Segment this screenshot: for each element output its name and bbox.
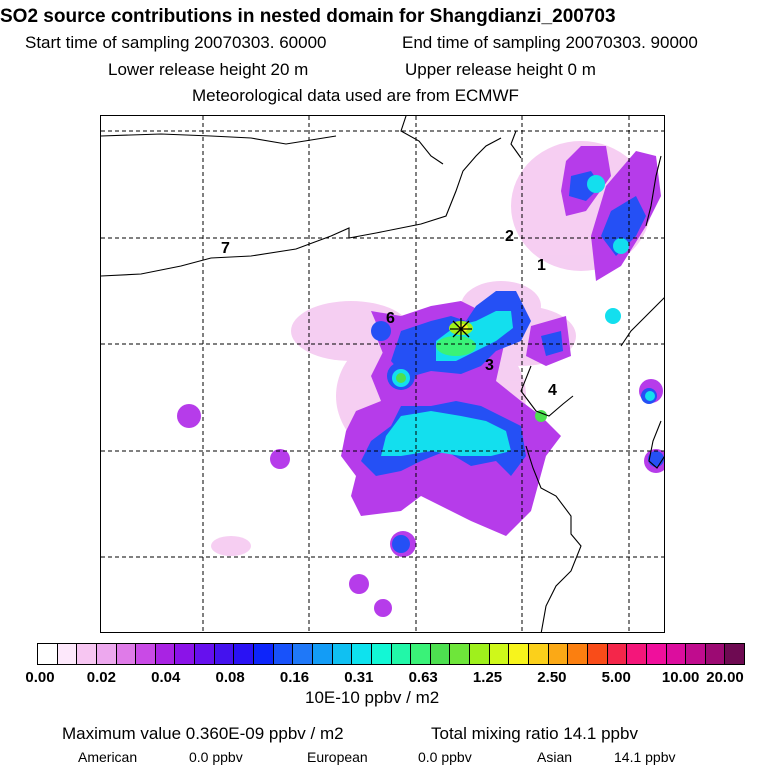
colorbar-segment	[293, 644, 313, 664]
concentration-field	[177, 141, 664, 617]
colorbar-units: 10E-10 ppbv / m2	[305, 688, 440, 707]
maximum-value: Maximum value 0.360E-09 ppbv / m2	[62, 724, 344, 743]
colorbar-tick-label: 0.31	[344, 669, 374, 686]
colorbar-tick-label: 2.50	[537, 669, 567, 686]
map-panel: 1 2 3 4 6 7	[100, 115, 665, 633]
region-label-7: 7	[221, 240, 230, 257]
map-canvas: 1 2 3 4 6 7	[101, 116, 664, 632]
colorbar-tick-label: 20.00	[706, 669, 744, 686]
lat-lon-grid	[101, 116, 664, 632]
colorbar-tick-label: 0.16	[279, 669, 310, 686]
colorbar-segment	[57, 644, 78, 664]
colorbar-segment	[195, 644, 215, 664]
colorbar	[37, 643, 745, 665]
region-label-4: 4	[548, 382, 557, 399]
region-label-1: 1	[537, 257, 546, 274]
colorbar-segment	[352, 644, 372, 664]
colorbar-tick-label: 10.00	[661, 669, 700, 686]
colorbar-segment	[705, 644, 726, 664]
coastlines	[101, 116, 664, 632]
region-label-3: 3	[485, 357, 494, 374]
total-mixing-ratio: Total mixing ratio 14.1 ppbv	[431, 724, 638, 743]
colorbar-segment	[96, 644, 117, 664]
colorbar-tick-label: 0.63	[408, 669, 438, 686]
colorbar-segment	[470, 644, 490, 664]
plot-title: SO2 source contributions in nested domai…	[0, 6, 616, 27]
region-label-6: 6	[386, 310, 395, 327]
colorbar-segment	[725, 644, 745, 664]
end-time: End time of sampling 20070303. 90000	[402, 33, 698, 52]
colorbar-segment	[627, 644, 647, 664]
colorbar-tick-label: 0.00	[25, 669, 55, 686]
colorbar-segment	[646, 644, 667, 664]
colorbar-segment	[568, 644, 588, 664]
star-icon	[450, 318, 472, 340]
colorbar-segment	[38, 644, 58, 664]
start-time: Start time of sampling 20070303. 60000	[25, 33, 327, 52]
colorbar-segment	[136, 644, 156, 664]
colorbar-segment	[234, 644, 255, 664]
colorbar-tick-label: 0.02	[86, 669, 116, 686]
colorbar-segment	[155, 644, 176, 664]
colorbar-segment	[450, 644, 471, 664]
colorbar-segment	[254, 644, 274, 664]
colorbar-segment	[666, 644, 687, 664]
high-concentration-core	[396, 321, 547, 422]
region-label-2: 2	[505, 228, 514, 245]
colorbar-segment	[371, 644, 392, 664]
colorbar-tick-label: 1.25	[472, 669, 503, 686]
colorbar-segment	[214, 644, 235, 664]
colorbar-segment	[430, 644, 451, 664]
colorbar-segment	[77, 644, 97, 664]
colorbar-segment	[509, 644, 530, 664]
colorbar-tick-label: 0.04	[151, 669, 181, 686]
european-label: European	[307, 749, 368, 765]
colorbar-segment	[686, 644, 706, 664]
colorbar-segment	[489, 644, 510, 664]
colorbar-segment	[273, 644, 294, 664]
upper-release-height: Upper release height 0 m	[405, 60, 596, 79]
colorbar-segment	[548, 644, 569, 664]
colorbar-segment	[332, 644, 353, 664]
colorbar-segment	[312, 644, 333, 664]
colorbar-segment	[587, 644, 608, 664]
colorbar-segment	[391, 644, 412, 664]
asian-value: 14.1 ppbv	[614, 749, 676, 765]
lower-release-height: Lower release height 20 m	[108, 60, 309, 79]
met-data-source: Meteorological data used are from ECMWF	[192, 86, 519, 105]
colorbar-segment	[607, 644, 628, 664]
colorbar-segment	[411, 644, 431, 664]
colorbar-segment	[529, 644, 549, 664]
colorbar-tick-label: 0.08	[215, 669, 245, 686]
american-value: 0.0 ppbv	[189, 749, 243, 765]
colorbar-segment	[175, 644, 196, 664]
colorbar-segment	[116, 644, 137, 664]
american-label: American	[78, 749, 138, 765]
colorbar-tick-label: 5.00	[601, 669, 631, 686]
european-value: 0.0 ppbv	[418, 749, 472, 765]
asian-label: Asian	[537, 749, 573, 765]
